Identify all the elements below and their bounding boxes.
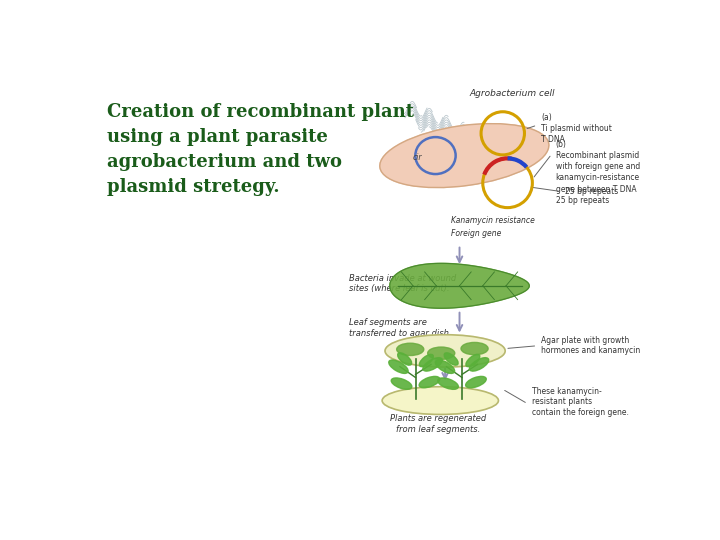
Ellipse shape xyxy=(469,357,489,371)
Text: 25 bp repeats: 25 bp repeats xyxy=(565,187,618,196)
Text: These kanamycin-
resistant plants
contain the foreign gene.: These kanamycin- resistant plants contai… xyxy=(531,387,629,417)
Text: Leaf segments are
transferred to agar dish.: Leaf segments are transferred to agar di… xyxy=(349,319,451,338)
Text: Kanamycin resistance: Kanamycin resistance xyxy=(451,215,535,225)
Text: Foreign gene: Foreign gene xyxy=(451,230,502,238)
Ellipse shape xyxy=(438,378,459,389)
Text: Agrobacterium cell: Agrobacterium cell xyxy=(469,89,555,98)
Ellipse shape xyxy=(397,353,412,365)
Ellipse shape xyxy=(466,354,480,367)
Text: Agar plate with growth
hormones and kanamycin: Agar plate with growth hormones and kana… xyxy=(541,336,641,355)
Ellipse shape xyxy=(466,376,486,388)
Text: Plants are regenerated
from leaf segments.: Plants are regenerated from leaf segment… xyxy=(390,414,486,434)
Text: Creation of recombinant plant
using a plant parasite
agrobacterium and two
plasm: Creation of recombinant plant using a pl… xyxy=(107,103,414,197)
Text: (a)
Ti plasmid without
T DNA: (a) Ti plasmid without T DNA xyxy=(541,113,612,144)
Ellipse shape xyxy=(423,357,442,371)
Ellipse shape xyxy=(436,360,454,374)
Text: Bacteria invade at wound
sites (where leaf is cut).: Bacteria invade at wound sites (where le… xyxy=(349,274,456,293)
Ellipse shape xyxy=(379,124,549,187)
Ellipse shape xyxy=(444,353,458,365)
Ellipse shape xyxy=(385,335,505,367)
Ellipse shape xyxy=(428,347,455,359)
Ellipse shape xyxy=(419,354,433,367)
Polygon shape xyxy=(390,264,529,308)
Ellipse shape xyxy=(397,343,424,355)
Ellipse shape xyxy=(382,387,498,414)
Text: cir: cir xyxy=(413,153,422,161)
Ellipse shape xyxy=(461,342,488,355)
Ellipse shape xyxy=(389,360,408,374)
Ellipse shape xyxy=(419,376,440,388)
Ellipse shape xyxy=(391,378,412,389)
Text: (b)
Recombinant plasmid
with foreign gene and
kanamycin-resistance
gene between : (b) Recombinant plasmid with foreign gen… xyxy=(556,140,640,205)
